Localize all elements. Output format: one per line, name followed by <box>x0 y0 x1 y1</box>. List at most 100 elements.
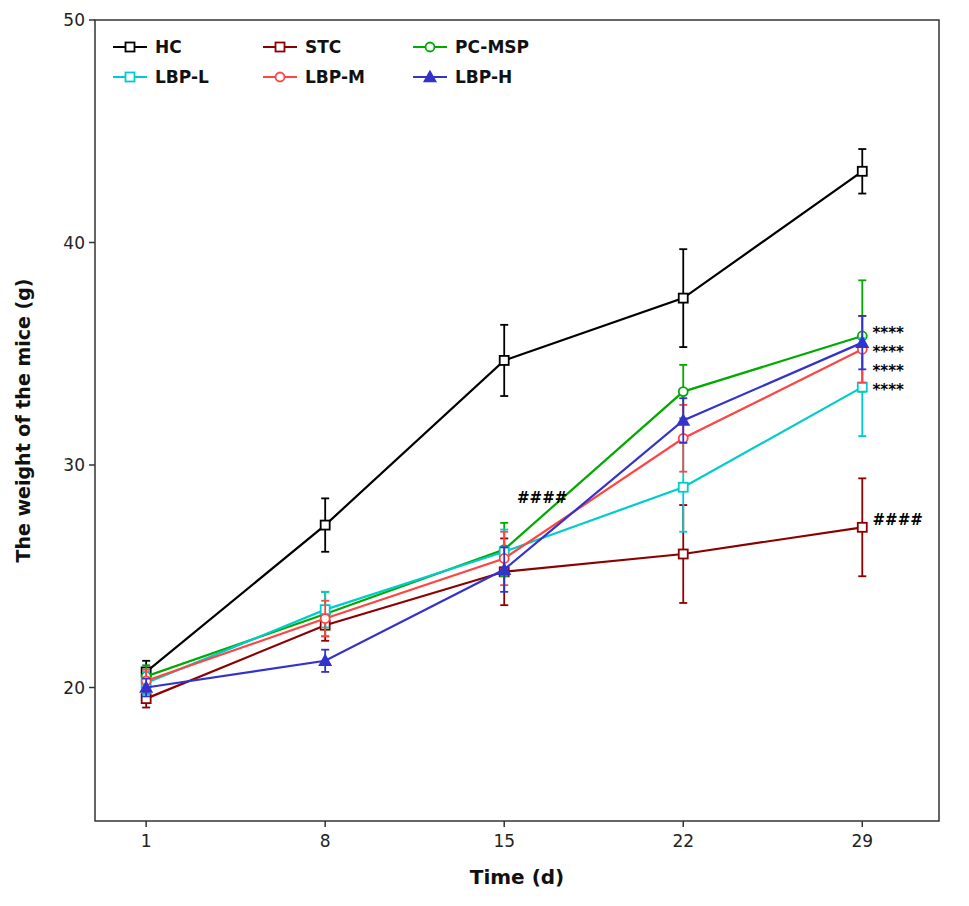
error-cap <box>321 649 329 651</box>
error-cap <box>321 551 329 553</box>
marker <box>320 655 331 665</box>
y-tick-label: 50 <box>63 10 85 30</box>
x-axis-label: Time (d) <box>470 865 564 889</box>
legend-entry: LBP-H <box>413 67 512 87</box>
series-line <box>146 343 862 688</box>
y-axis-label: The weight of the mice (g) <box>12 279 34 563</box>
error-cap <box>679 602 687 604</box>
annotation: **** <box>873 362 905 380</box>
error-cap <box>858 575 866 577</box>
series-line <box>146 527 862 698</box>
marker <box>321 521 330 530</box>
legend-label: LBP-M <box>305 67 365 87</box>
annotation: **** <box>873 381 905 399</box>
legend-label: LBP-H <box>455 67 512 87</box>
series <box>142 149 867 683</box>
marker <box>426 43 435 52</box>
error-cap <box>500 546 508 548</box>
error-cap <box>321 497 329 499</box>
chart: 1815222920304050Time (d)The weight of th… <box>0 0 969 906</box>
error-cap <box>500 395 508 397</box>
legend-label: PC-MSP <box>455 37 529 57</box>
series-line <box>146 387 862 683</box>
series <box>142 316 867 692</box>
series <box>142 280 867 687</box>
x-tick-label: 29 <box>851 831 873 851</box>
marker <box>858 383 867 392</box>
legend-entry: HC <box>113 37 182 57</box>
annotation: #### <box>873 511 923 529</box>
error-bar <box>321 498 329 551</box>
error-cap <box>142 664 150 666</box>
legend-entry: LBP-M <box>263 67 365 87</box>
error-cap <box>142 678 150 680</box>
marker <box>500 356 509 365</box>
annotation: **** <box>873 324 905 342</box>
error-cap <box>142 660 150 662</box>
legend-entry: PC-MSP <box>413 37 529 57</box>
y-tick <box>89 242 95 244</box>
error-cap <box>679 364 687 366</box>
marker <box>276 73 285 82</box>
error-cap <box>679 397 687 399</box>
error-bar <box>858 316 866 383</box>
series <box>142 478 867 707</box>
x-tick-label: 8 <box>320 831 331 851</box>
marker <box>141 682 152 692</box>
error-cap <box>679 248 687 250</box>
error-cap <box>679 531 687 533</box>
error-cap <box>321 640 329 642</box>
error-bar <box>321 592 329 637</box>
annotation: #### <box>517 489 567 507</box>
marker <box>425 72 436 82</box>
error-cap <box>321 600 329 602</box>
series <box>141 316 868 696</box>
error-cap <box>500 531 508 533</box>
error-bar <box>858 478 866 576</box>
marker <box>499 564 510 574</box>
x-tick <box>862 821 864 827</box>
marker <box>679 550 688 559</box>
x-tick <box>324 821 326 827</box>
y-tick-label: 40 <box>63 233 85 253</box>
marker <box>857 337 868 347</box>
marker <box>679 387 688 396</box>
x-tick <box>145 821 147 827</box>
error-bar <box>679 249 687 347</box>
error-cap <box>321 591 329 593</box>
annotation: **** <box>873 343 905 361</box>
series-line <box>146 171 862 672</box>
error-bar <box>500 325 508 396</box>
y-tick <box>89 19 95 21</box>
error-cap <box>858 148 866 150</box>
y-tick-label: 30 <box>63 455 85 475</box>
x-tick-label: 1 <box>141 831 152 851</box>
error-cap <box>858 315 866 317</box>
error-bar <box>321 601 329 637</box>
error-cap <box>858 315 866 317</box>
error-cap <box>679 442 687 444</box>
marker <box>678 415 689 425</box>
x-tick <box>682 821 684 827</box>
error-cap <box>858 477 866 479</box>
error-cap <box>679 471 687 473</box>
error-cap <box>321 635 329 637</box>
error-cap <box>321 671 329 673</box>
x-tick <box>503 821 505 827</box>
legend-label: HC <box>155 37 182 57</box>
error-cap <box>858 368 866 370</box>
error-cap <box>500 591 508 593</box>
series <box>142 338 867 694</box>
marker <box>679 294 688 303</box>
error-cap <box>142 669 150 671</box>
error-cap <box>500 324 508 326</box>
y-tick <box>89 464 95 466</box>
error-cap <box>142 696 150 698</box>
plot-frame <box>95 20 939 821</box>
legend-entry: LBP-L <box>113 67 209 87</box>
error-cap <box>858 193 866 195</box>
error-cap <box>679 442 687 444</box>
series-line <box>146 336 862 676</box>
marker <box>679 483 688 492</box>
error-cap <box>500 604 508 606</box>
